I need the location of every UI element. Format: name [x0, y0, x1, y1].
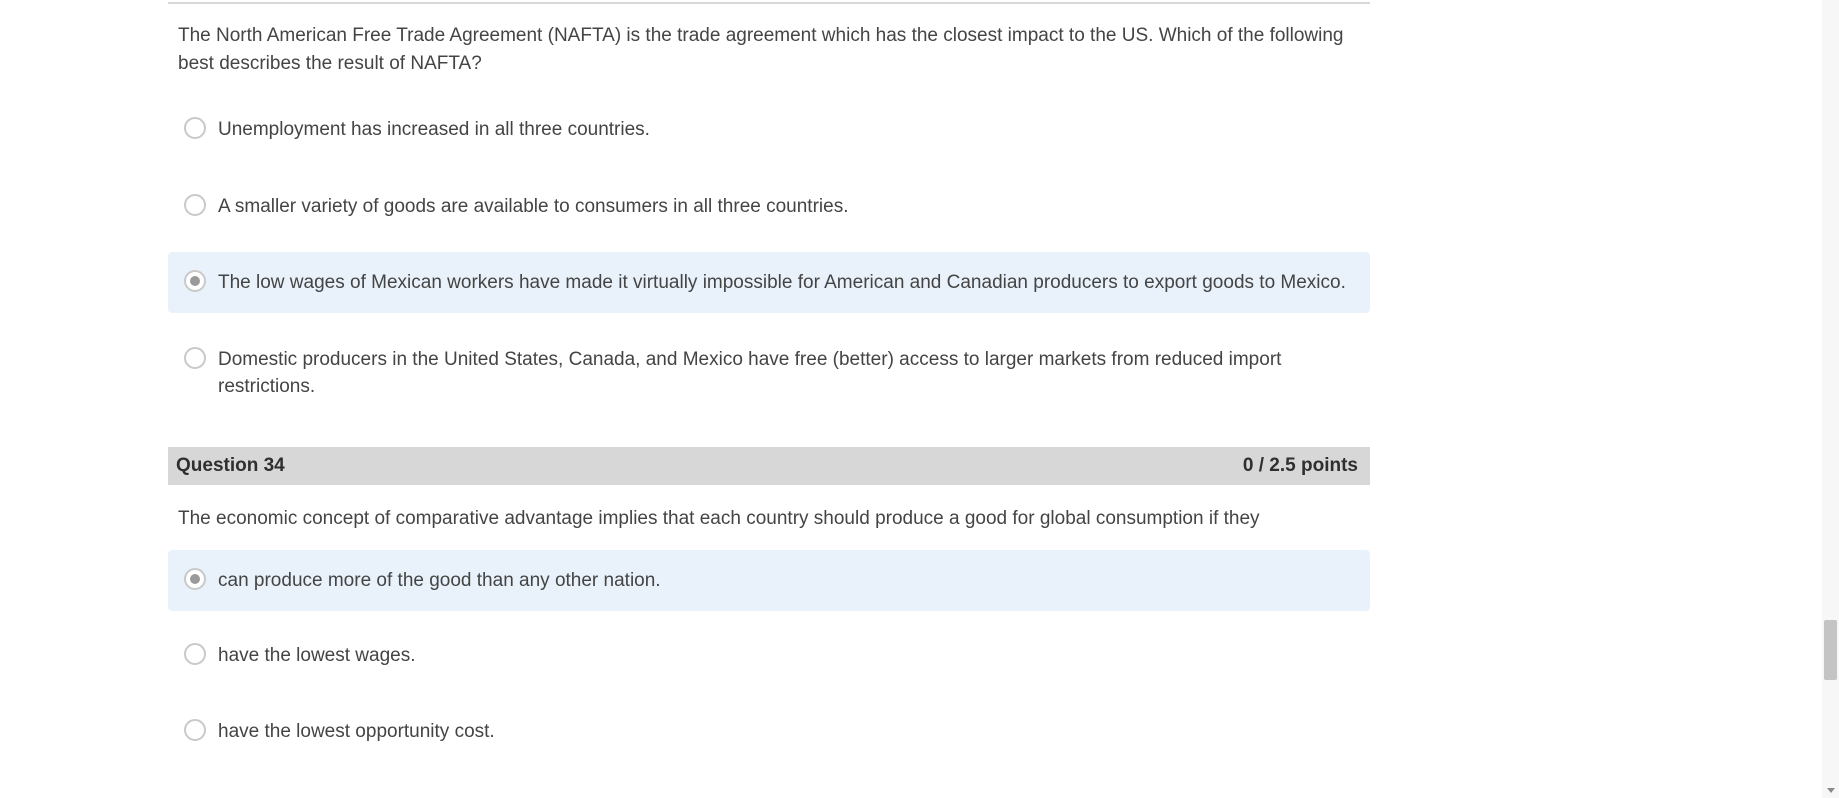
question-34-option-0[interactable]: can produce more of the good than any ot…	[168, 550, 1370, 611]
option-label: have the lowest wages.	[218, 641, 416, 670]
question-33-options: Unemployment has increased in all three …	[168, 99, 1370, 417]
question-33-option-1[interactable]: A smaller variety of goods are available…	[168, 176, 1370, 237]
divider	[168, 2, 1370, 4]
question-33-option-0[interactable]: Unemployment has increased in all three …	[168, 99, 1370, 160]
quiz-content: The North American Free Trade Agreement …	[168, 0, 1370, 762]
question-33-option-2[interactable]: The low wages of Mexican workers have ma…	[168, 252, 1370, 313]
question-34-header: Question 34 0 / 2.5 points	[168, 447, 1370, 485]
quiz-page: The North American Free Trade Agreement …	[0, 0, 1839, 798]
radio-selected-icon	[184, 270, 206, 292]
radio-icon	[184, 194, 206, 216]
option-label: The low wages of Mexican workers have ma…	[218, 268, 1346, 297]
question-points: 0 / 2.5 points	[1243, 455, 1358, 477]
scroll-down-icon[interactable]	[1822, 781, 1839, 798]
option-label: Unemployment has increased in all three …	[218, 115, 650, 144]
scrollbar[interactable]	[1822, 0, 1839, 798]
question-34-option-1[interactable]: have the lowest wages.	[168, 625, 1370, 686]
radio-selected-icon	[184, 568, 206, 590]
option-label: have the lowest opportunity cost.	[218, 717, 495, 746]
question-34-options: can produce more of the good than any ot…	[168, 550, 1370, 762]
question-34-prompt: The economic concept of comparative adva…	[168, 499, 1370, 551]
radio-icon	[184, 643, 206, 665]
question-33-prompt: The North American Free Trade Agreement …	[168, 16, 1370, 99]
question-34-option-2[interactable]: have the lowest opportunity cost.	[168, 701, 1370, 762]
option-label: A smaller variety of goods are available…	[218, 192, 848, 221]
radio-icon	[184, 347, 206, 369]
option-label: Domestic producers in the United States,…	[218, 345, 1356, 401]
radio-icon	[184, 719, 206, 741]
radio-icon	[184, 117, 206, 139]
option-label: can produce more of the good than any ot…	[218, 566, 661, 595]
scrollbar-thumb[interactable]	[1824, 620, 1837, 680]
question-number: Question 34	[176, 455, 285, 477]
question-33-option-3[interactable]: Domestic producers in the United States,…	[168, 329, 1370, 417]
